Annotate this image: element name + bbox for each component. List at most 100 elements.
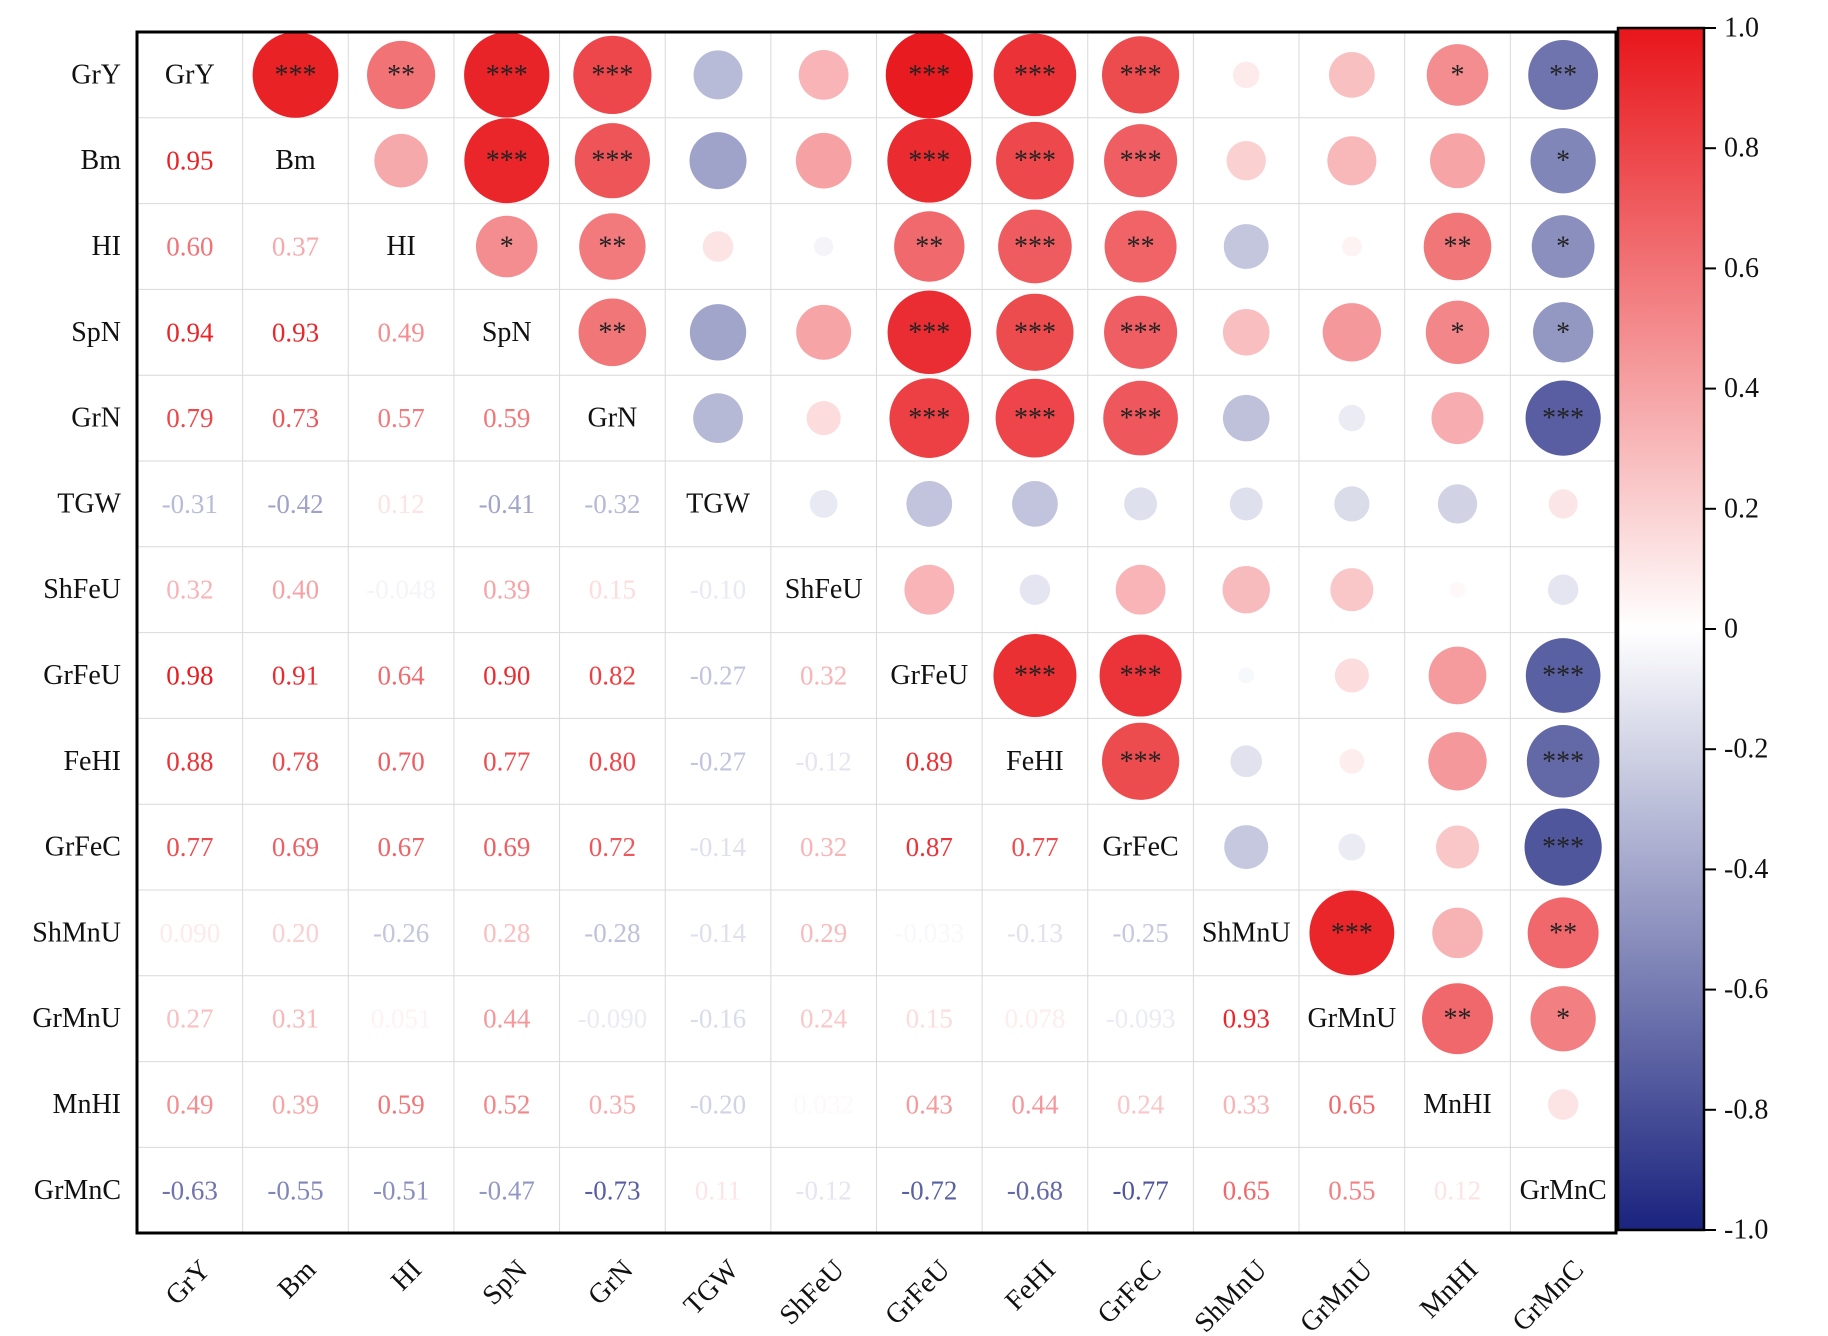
correlation-value: -0.25	[1112, 918, 1168, 948]
correlation-circle	[1547, 1089, 1579, 1120]
significance-marker: *	[1556, 1004, 1570, 1035]
correlation-value: 0.69	[272, 832, 319, 862]
correlation-value: -0.13	[1007, 918, 1063, 948]
correlation-value: -0.090	[578, 1004, 648, 1034]
correlation-circle	[1530, 128, 1596, 194]
diagonal-label: GrFeC	[1102, 832, 1178, 863]
correlation-circle	[1426, 44, 1489, 106]
colorbar-tick-label: 0.2	[1724, 493, 1759, 524]
correlation-value: 0.82	[589, 661, 636, 691]
x-tick-label: TGW	[678, 1254, 745, 1321]
correlation-circle	[1437, 484, 1478, 524]
correlation-value: 0.24	[1117, 1090, 1165, 1120]
correlation-circle	[689, 132, 747, 190]
correlation-value: -0.12	[796, 1175, 852, 1205]
y-tick-label: ShMnU	[32, 917, 121, 948]
correlation-value: 0.67	[377, 832, 424, 862]
correlation-circle	[1233, 61, 1260, 89]
x-axis-labels: GrY Bm HI SpN GrN TGW ShFeU GrFeU FeHI GrFeC ShMnU…	[160, 1254, 1590, 1336]
significance-marker: ***	[591, 146, 633, 177]
correlation-circle	[1548, 489, 1578, 519]
significance-marker: ***	[1014, 317, 1056, 348]
correlation-circle	[1432, 907, 1483, 959]
correlation-circle	[1428, 646, 1487, 705]
correlation-value: 0.98	[166, 661, 213, 691]
correlation-circle	[887, 118, 972, 203]
grid-lines	[137, 32, 1616, 1234]
correlation-circle	[702, 231, 734, 262]
significance-marker: ***	[486, 60, 528, 91]
colorbar-tick-label: 0.4	[1724, 373, 1759, 404]
y-tick-label: GrMnC	[34, 1175, 121, 1206]
significance-marker: ***	[908, 60, 950, 91]
correlation-value: -0.27	[690, 746, 746, 776]
significance-marker: ***	[1331, 918, 1373, 949]
colorbar-tick-label: 0.6	[1724, 253, 1759, 284]
y-tick-label: TGW	[57, 488, 121, 519]
correlation-value: -0.28	[584, 918, 640, 948]
significance-marker: ***	[908, 317, 950, 348]
correlation-circle	[995, 378, 1075, 458]
x-tick-label: HI	[385, 1254, 428, 1297]
correlation-circle	[464, 32, 550, 118]
correlation-circle	[795, 132, 852, 189]
significance-marker: ***	[486, 146, 528, 177]
correlation-circle	[1103, 380, 1178, 456]
correlation-value: 0.49	[377, 317, 424, 347]
correlation-value: -0.20	[690, 1090, 746, 1120]
correlation-circle	[1104, 124, 1178, 198]
significance-marker: ***	[1120, 661, 1162, 692]
correlation-circle	[1527, 897, 1599, 969]
colorbar-tick-label: -0.4	[1724, 854, 1768, 885]
significance-marker: ***	[1120, 146, 1162, 177]
correlation-circle	[1525, 380, 1601, 456]
correlation-value: 0.69	[483, 832, 530, 862]
correlation-circle	[1431, 392, 1484, 445]
correlation-value: -0.72	[901, 1175, 957, 1205]
correlation-circle	[993, 633, 1077, 718]
correlation-circle	[693, 50, 743, 100]
significance-marker: ***	[1120, 746, 1162, 777]
significance-marker: *	[500, 232, 514, 263]
diagonal-label: ShMnU	[1202, 917, 1291, 948]
colorbar-tick-label: -0.8	[1724, 1094, 1768, 1125]
correlation-circle	[906, 481, 953, 527]
x-tick-label: GrFeU	[879, 1254, 956, 1331]
correlation-value: 0.12	[1434, 1175, 1481, 1205]
significance-marker: ***	[1542, 746, 1584, 777]
correlation-circle	[996, 121, 1074, 200]
colorbar-gradient	[1616, 26, 1706, 1232]
correlation-circle	[1423, 212, 1492, 281]
correlation-value: -0.47	[479, 1175, 535, 1205]
plot-frame	[135, 30, 1618, 1235]
correlation-value: 0.44	[1011, 1090, 1059, 1120]
correlation-circle	[1229, 487, 1263, 521]
x-tick-label: FeHI	[999, 1254, 1062, 1317]
significance-marker: ***	[1120, 317, 1162, 348]
correlation-circle	[464, 118, 550, 204]
correlation-circle	[1532, 302, 1594, 363]
y-tick-label: GrFeC	[45, 832, 121, 863]
correlation-value: 0.70	[377, 746, 424, 776]
significance-marker: ***	[1120, 60, 1162, 91]
correlation-circle	[579, 213, 646, 280]
significance-marker: *	[1556, 146, 1570, 177]
correlation-circle	[1422, 983, 1493, 1055]
correlation-circle	[1238, 667, 1255, 684]
correlation-value: 0.95	[166, 146, 213, 176]
colorbar-tick-label: 0	[1724, 614, 1738, 645]
correlation-circle	[1101, 722, 1180, 800]
significance-marker: ***	[1542, 403, 1584, 434]
correlation-value: 0.27	[166, 1004, 213, 1034]
significance-marker: *	[1556, 232, 1570, 263]
correlation-circle	[574, 123, 650, 199]
correlation-circle	[887, 290, 972, 375]
x-tick-label: ShFeU	[774, 1254, 851, 1331]
correlation-value: -0.63	[162, 1175, 218, 1205]
significance-marker: ***	[1014, 661, 1056, 692]
correlation-circle	[809, 489, 838, 518]
correlation-circle	[1334, 658, 1369, 693]
correlation-circle	[1019, 574, 1051, 605]
correlation-value: 0.12	[377, 489, 424, 519]
correlation-circle	[1101, 36, 1180, 114]
